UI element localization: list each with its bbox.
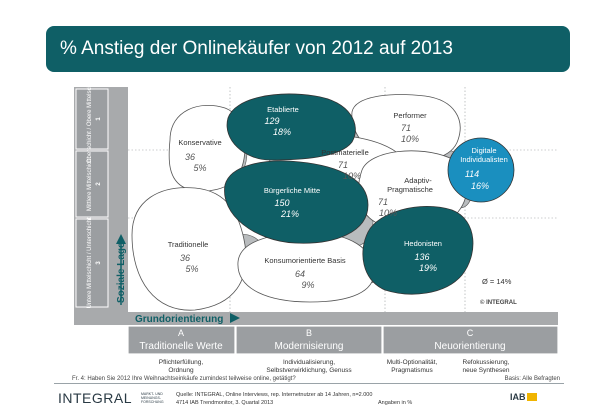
label-buergerliche-mitte-pct: 21% (280, 209, 299, 219)
label-traditionelle-pct: 5% (185, 264, 198, 274)
footer-unit: Angaben in % (378, 400, 412, 406)
label-performer-pct: 10% (401, 134, 419, 144)
column-b-letter: B (306, 328, 312, 338)
label-digitale-individualisten-line1: Digitale (471, 146, 496, 155)
label-konservative-name: Konservative (178, 138, 221, 147)
title-banner: % Anstieg der Onlinekäufer von 2012 auf … (46, 26, 570, 72)
label-konservative-pct: 5% (193, 163, 206, 173)
column-c-desc-1: Multi-Optionalität, (387, 359, 438, 366)
footer-logo: INTEGRAL (58, 390, 132, 406)
column-b-title: Modernisierung (275, 341, 344, 352)
milieu-hedonisten (362, 206, 474, 295)
column-headers (127, 325, 559, 355)
label-digitale-individualisten-value: 114 (465, 169, 479, 179)
footer-source-2: 4714 IAB Trendmonitor, 3. Quartal 2013 (176, 400, 273, 406)
label-konsumorientierte-basis-name: Konsumorientierte Basis (264, 256, 346, 265)
label-konservative-value: 36 (185, 152, 195, 162)
chart-copyright: © INTEGRAL (480, 299, 517, 306)
label-performer-value: 71 (401, 123, 411, 133)
svg-text:FORSCHUNG: FORSCHUNG (141, 400, 164, 404)
question-text: Fr. 4: Haben Sie 2012 Ihre Weihnachtsein… (72, 376, 296, 382)
label-buergerliche-mitte-value: 150 (274, 198, 289, 208)
footer-iab-logo: IAB (510, 392, 526, 402)
label-buergerliche-mitte-name: Bürgerliche Mitte (264, 186, 320, 195)
y-axis-label: Soziale Lage (116, 242, 127, 303)
column-c-desc-2b: neue Synthesen (463, 367, 510, 374)
page-title: % Anstieg der Onlinekäufer von 2012 auf … (60, 38, 453, 59)
svg-text:MARKT- UND: MARKT- UND (141, 392, 163, 396)
column-a-desc-1: Pflichterfüllung, (159, 359, 204, 366)
label-etablierte-pct: 18% (273, 127, 291, 137)
footer-iab-accent (527, 393, 537, 401)
footer-rule (54, 383, 564, 384)
row-label-boxes (75, 88, 109, 308)
label-adaptiv-pragmatische-line2: Pragmatische (387, 185, 433, 194)
row-label-2-text: Mittlere Mittelschicht (87, 157, 93, 212)
label-konsumorientierte-basis-pct: 9% (301, 280, 314, 290)
column-b-desc-2: Selbstverwirklichung, Genuss (266, 367, 352, 374)
row-label-1-text: Oberschicht / Obere Mittelschicht (87, 74, 93, 163)
row-label-2-id: 2 (96, 182, 102, 186)
milieu-buergerliche-mitte (224, 160, 369, 244)
x-axis-arrowhead (230, 313, 240, 323)
label-hedonisten-value: 136 (414, 252, 429, 262)
label-hedonisten-name: Hedonisten (404, 239, 442, 248)
column-a-desc-2: Ordnung (168, 367, 194, 374)
label-postmaterielle-pct: 10% (343, 171, 361, 181)
label-etablierte-value: 129 (264, 116, 279, 126)
row-label-3-text: Untere Mittelschicht / Unterschicht (87, 217, 93, 308)
label-etablierte-name: Etablierte (267, 105, 299, 114)
column-b-desc-1: Individualisierung, (283, 359, 335, 366)
x-axis-label: Grundorientierung (135, 314, 223, 325)
label-konsumorientierte-basis-value: 64 (295, 269, 305, 279)
footer-source-1: Quelle: INTEGRAL, Online Interviews, rep… (176, 392, 372, 398)
milieu-traditionelle (131, 187, 247, 311)
label-postmaterielle-name: Postmaterielle (321, 148, 369, 157)
label-performer-name: Performer (393, 111, 427, 120)
row-label-3: Untere Mittelschicht / Unterschicht 3 (87, 217, 102, 308)
label-adaptiv-pragmatische-pct: 10% (379, 208, 397, 218)
average-label: Ø = 14% (482, 277, 512, 286)
label-postmaterielle-value: 71 (338, 160, 348, 170)
label-digitale-individualisten-pct: 16% (471, 181, 489, 191)
row-label-2: Mittlere Mittelschicht 2 (87, 157, 102, 212)
label-hedonisten-pct: 19% (419, 263, 437, 273)
label-adaptiv-pragmatische-value: 71 (378, 197, 388, 207)
milieu-etablierte (226, 93, 356, 161)
row-label-3-id: 3 (96, 261, 102, 265)
column-c-desc-1b: Refokussierung, (463, 359, 510, 366)
label-traditionelle-value: 36 (180, 253, 190, 263)
milieu-digitale-individualisten (447, 137, 515, 203)
column-c-title: Neuorientierung (434, 341, 505, 352)
column-a-letter: A (178, 328, 184, 338)
column-a-title: Traditionelle Werte (139, 341, 223, 352)
column-c-desc-2: Pragmatismus (391, 367, 433, 374)
label-digitale-individualisten-line2: Individualisten (460, 155, 508, 164)
column-c-letter: C (467, 328, 474, 338)
label-adaptiv-pragmatische-line1: Adaptiv- (404, 176, 432, 185)
basis-text: Basis: Alle Befragten (505, 376, 560, 382)
footer-logo-sub: MARKT- UND MEINUNGS- FORSCHUNG (141, 392, 164, 404)
label-traditionelle-name: Traditionelle (168, 240, 209, 249)
row-label-1: Oberschicht / Obere Mittelschicht 1 (87, 74, 102, 163)
row-label-1-id: 1 (96, 117, 102, 121)
y-axis-arrowhead (116, 234, 126, 244)
svg-text:MEINUNGS-: MEINUNGS- (141, 396, 162, 400)
